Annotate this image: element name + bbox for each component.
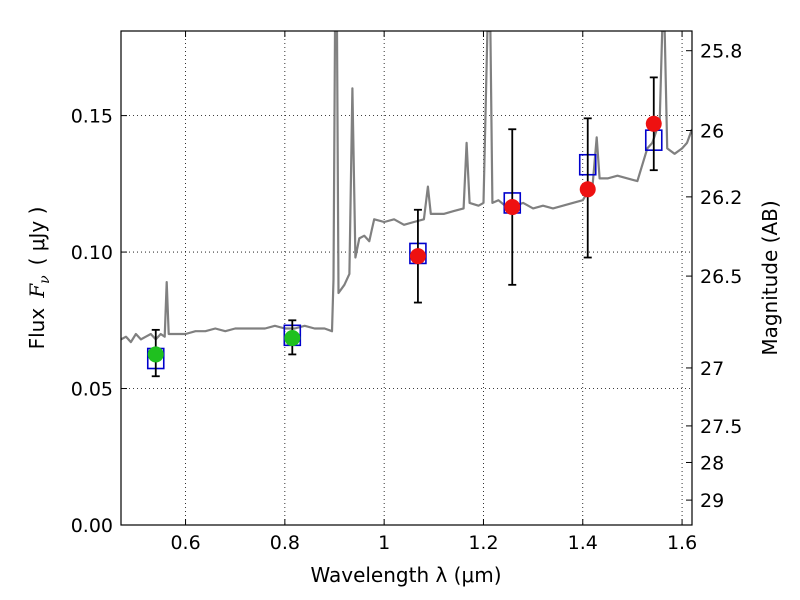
right-tick-label: 26.2 [700, 187, 742, 209]
photometry-point [645, 115, 662, 132]
plot-frame [120, 30, 693, 526]
right-tick-label: 29 [700, 490, 724, 512]
y-axis-right-label: Magnitude (AB) [758, 200, 782, 355]
x-tick-label: 1 [378, 532, 390, 554]
photometry-point [504, 199, 521, 216]
markers [146, 76, 663, 378]
photometry-point [409, 248, 426, 265]
model-spectrum-line [121, 31, 692, 344]
y-axis-left-label-symbol: F [25, 283, 49, 299]
ticks: 0.6 0.8 1 1.2 1.4 1.6 0.00 0.05 0.10 0.15 25.8 26 26… [71, 31, 742, 554]
x-tick-label: 1.6 [667, 532, 697, 554]
y-axis-left-label-prefix: Flux [25, 308, 49, 350]
right-tick-label: 26 [700, 120, 724, 142]
photometry-point [579, 181, 596, 198]
x-tick-label: 1.2 [468, 532, 498, 554]
x-tick-label: 0.6 [170, 532, 200, 554]
right-tick-label: 27 [700, 358, 724, 380]
y-tick-label: 0.10 [71, 242, 113, 264]
y-axis-left-label-unit: ( μJy ) [25, 207, 49, 266]
y-tick-label: 0.05 [71, 379, 113, 401]
right-tick-label: 28 [700, 452, 724, 474]
photometry-point [147, 346, 164, 363]
plot-area [121, 31, 692, 344]
y-tick-label: 0.15 [71, 106, 113, 128]
y-axis-left-label: Flux Fν ( μJy ) [25, 207, 53, 350]
x-tick-label: 1.4 [568, 532, 598, 554]
x-axis-label: Wavelength λ (μm) [310, 563, 501, 587]
right-tick-label: 27.5 [700, 416, 742, 438]
y-tick-label: 0.00 [71, 515, 113, 537]
y-axis-left-label-sub: ν [37, 275, 53, 284]
right-tick-label: 25.8 [700, 41, 742, 63]
right-tick-label: 26.5 [700, 266, 742, 288]
x-tick-label: 0.8 [270, 532, 300, 554]
photometry-point [284, 330, 301, 347]
